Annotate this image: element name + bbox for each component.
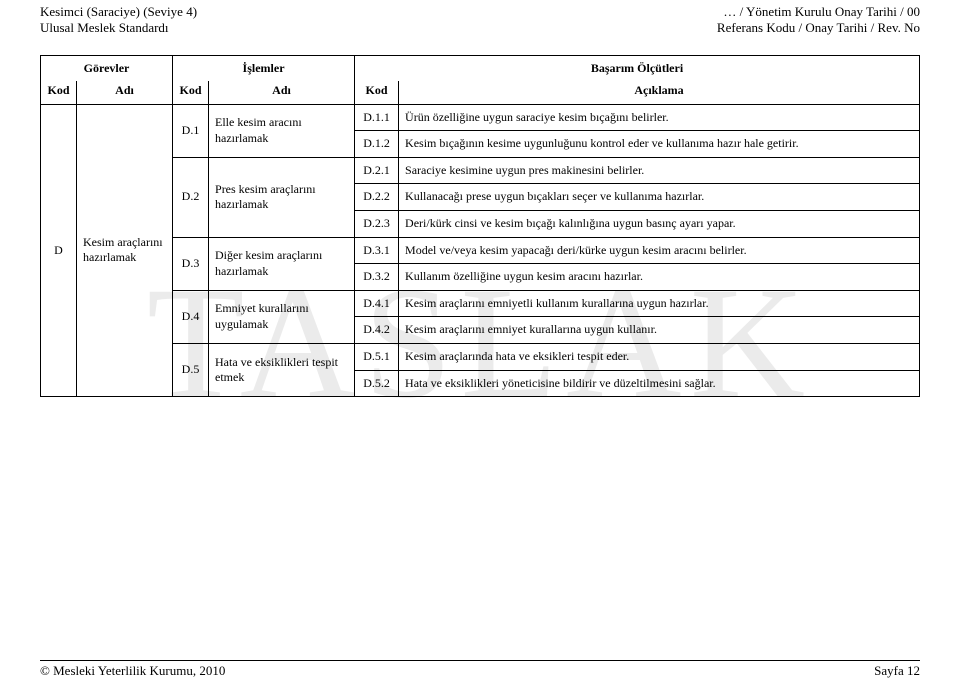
op-adi: Emniyet kurallarını uygulamak (209, 290, 355, 343)
crit-kod: D.5.1 (355, 344, 399, 371)
crit-kod: D.1.1 (355, 104, 399, 131)
header-left-line1: Kesimci (Saraciye) (Seviye 4) (40, 4, 197, 20)
col-aciklama: Açıklama (399, 81, 920, 104)
op-adi: Elle kesim aracını hazırlamak (209, 104, 355, 157)
crit-kod: D.4.1 (355, 290, 399, 317)
table-row: D.4 Emniyet kurallarını uygulamak D.4.1 … (41, 290, 920, 317)
col-adi-2: Adı (209, 81, 355, 104)
table-row: D.3 Diğer kesim araçlarını hazırlamak D.… (41, 237, 920, 264)
op-kod: D.3 (173, 237, 209, 290)
crit-kod: D.5.2 (355, 370, 399, 397)
crit-kod: D.4.2 (355, 317, 399, 344)
op-adi: Diğer kesim araçlarını hazırlamak (209, 237, 355, 290)
col-basarim: Başarım Ölçütleri (355, 55, 920, 81)
col-gorevler: Görevler (41, 55, 173, 81)
op-kod: D.1 (173, 104, 209, 157)
footer-left: © Mesleki Yeterlilik Kurumu, 2010 (40, 663, 225, 679)
crit-kod: D.2.2 (355, 184, 399, 211)
crit-text: Ürün özelliğine uygun saraciye kesim bıç… (399, 104, 920, 131)
crit-text: Kullanım özelliğine uygun kesim aracını … (399, 264, 920, 291)
table-row: D.5 Hata ve eksiklikleri tespit etmek D.… (41, 344, 920, 371)
col-islemler: İşlemler (173, 55, 355, 81)
table-section-header-row: Görevler İşlemler Başarım Ölçütleri (41, 55, 920, 81)
table-row: D.2 Pres kesim araçlarını hazırlamak D.2… (41, 157, 920, 184)
op-adi: Pres kesim araçlarını hazırlamak (209, 157, 355, 237)
task-adi: Kesim araçlarını hazırlamak (77, 104, 173, 397)
crit-text: Kullanacağı prese uygun bıçakları seçer … (399, 184, 920, 211)
crit-text: Kesim bıçağının kesime uygunluğunu kontr… (399, 131, 920, 158)
crit-text: Saraciye kesimine uygun pres makinesini … (399, 157, 920, 184)
crit-text: Kesim araçlarını emniyetli kullanım kura… (399, 290, 920, 317)
col-adi-1: Adı (77, 81, 173, 104)
op-kod: D.5 (173, 344, 209, 397)
col-kod-1: Kod (41, 81, 77, 104)
col-kod-3: Kod (355, 81, 399, 104)
crit-text: Model ve/veya kesim yapacağı deri/kürke … (399, 237, 920, 264)
page-footer: © Mesleki Yeterlilik Kurumu, 2010 Sayfa … (0, 660, 960, 679)
op-adi: Hata ve eksiklikleri tespit etmek (209, 344, 355, 397)
crit-kod: D.3.2 (355, 264, 399, 291)
table-row: D Kesim araçlarını hazırlamak D.1 Elle k… (41, 104, 920, 131)
page-header: Kesimci (Saraciye) (Seviye 4) Ulusal Mes… (0, 0, 960, 37)
op-kod: D.2 (173, 157, 209, 237)
crit-kod: D.2.3 (355, 211, 399, 238)
crit-kod: D.3.1 (355, 237, 399, 264)
crit-text: Deri/kürk cinsi ve kesim bıçağı kalınlığ… (399, 211, 920, 238)
crit-kod: D.1.2 (355, 131, 399, 158)
crit-text: Kesim araçlarını emniyet kurallarına uyg… (399, 317, 920, 344)
op-kod: D.4 (173, 290, 209, 343)
crit-kod: D.2.1 (355, 157, 399, 184)
header-left-line2: Ulusal Meslek Standardı (40, 20, 197, 36)
crit-text: Kesim araçlarında hata ve eksikleri tesp… (399, 344, 920, 371)
crit-text: Hata ve eksiklikleri yöneticisine bildir… (399, 370, 920, 397)
standards-table: Görevler İşlemler Başarım Ölçütleri Kod … (40, 55, 920, 398)
task-kod: D (41, 104, 77, 397)
header-right-line2: Referans Kodu / Onay Tarihi / Rev. No (717, 20, 920, 36)
table-sub-header-row: Kod Adı Kod Adı Kod Açıklama (41, 81, 920, 104)
header-right-line1: … / Yönetim Kurulu Onay Tarihi / 00 (717, 4, 920, 20)
col-kod-2: Kod (173, 81, 209, 104)
footer-right: Sayfa 12 (874, 663, 920, 679)
